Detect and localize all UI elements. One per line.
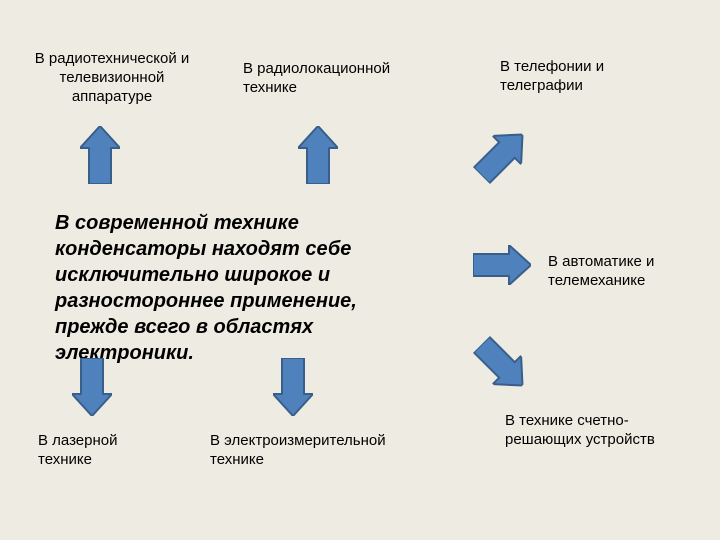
- arrow-icon: [273, 358, 313, 416]
- arrow-icon: [467, 120, 536, 189]
- arrow-icon: [473, 245, 531, 285]
- central-text: В современной технике конденсаторы наход…: [55, 210, 425, 366]
- label-bot-right: В технике счетно-решающих устройств: [505, 412, 705, 450]
- arrow-icon: [80, 126, 120, 184]
- label-top-left: В радиотехнической и телевизионной аппар…: [22, 50, 202, 106]
- label-top-right: В телефонии и телеграфии: [500, 58, 660, 96]
- arrow-icon: [72, 358, 112, 416]
- diagram-canvas: В современной технике конденсаторы наход…: [0, 0, 720, 540]
- label-top-mid: В радиолокационной технике: [243, 60, 423, 98]
- label-right-mid: В автоматике и телемеханике: [548, 253, 708, 291]
- label-bot-left: В лазерной технике: [38, 432, 158, 470]
- arrow-icon: [298, 126, 338, 184]
- label-bot-mid: В электроизмерительной технике: [210, 432, 410, 470]
- arrow-icon: [467, 330, 536, 399]
